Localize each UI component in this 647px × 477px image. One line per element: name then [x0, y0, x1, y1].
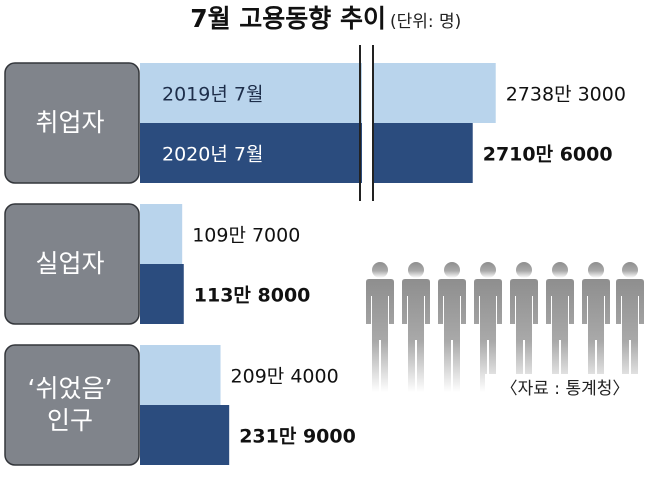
category-box — [4, 62, 140, 184]
value-label: 231만 9000 — [239, 426, 356, 448]
category-box — [4, 344, 140, 466]
unit: (단위: 명) — [390, 12, 461, 32]
title: 7월 고용동향 추이 — [190, 4, 386, 33]
bar — [140, 345, 221, 405]
bar — [140, 405, 230, 465]
legend-label: 2019년 7월 — [162, 84, 263, 106]
bar — [140, 123, 473, 183]
category-box — [4, 203, 140, 325]
value-label: 2738만 3000 — [506, 84, 626, 106]
bar — [140, 264, 184, 324]
value-label: 113만 8000 — [194, 285, 311, 307]
axis-break-gap — [362, 59, 372, 187]
value-label: 109만 7000 — [192, 225, 300, 247]
source-bg — [485, 374, 645, 402]
bar — [140, 204, 183, 264]
category-label: 실업자 — [35, 249, 105, 278]
source: 〈자료 : 통계청〉 — [501, 379, 630, 399]
category-label: ‘쉬었음’ 인구 — [27, 374, 113, 435]
people-icons — [366, 262, 644, 392]
category-label: 취업자 — [35, 108, 105, 137]
bar — [140, 63, 496, 123]
value-label: 2710만 6000 — [483, 144, 613, 166]
legend-label: 2020년 7월 — [162, 144, 263, 166]
value-label: 209만 4000 — [231, 366, 339, 388]
